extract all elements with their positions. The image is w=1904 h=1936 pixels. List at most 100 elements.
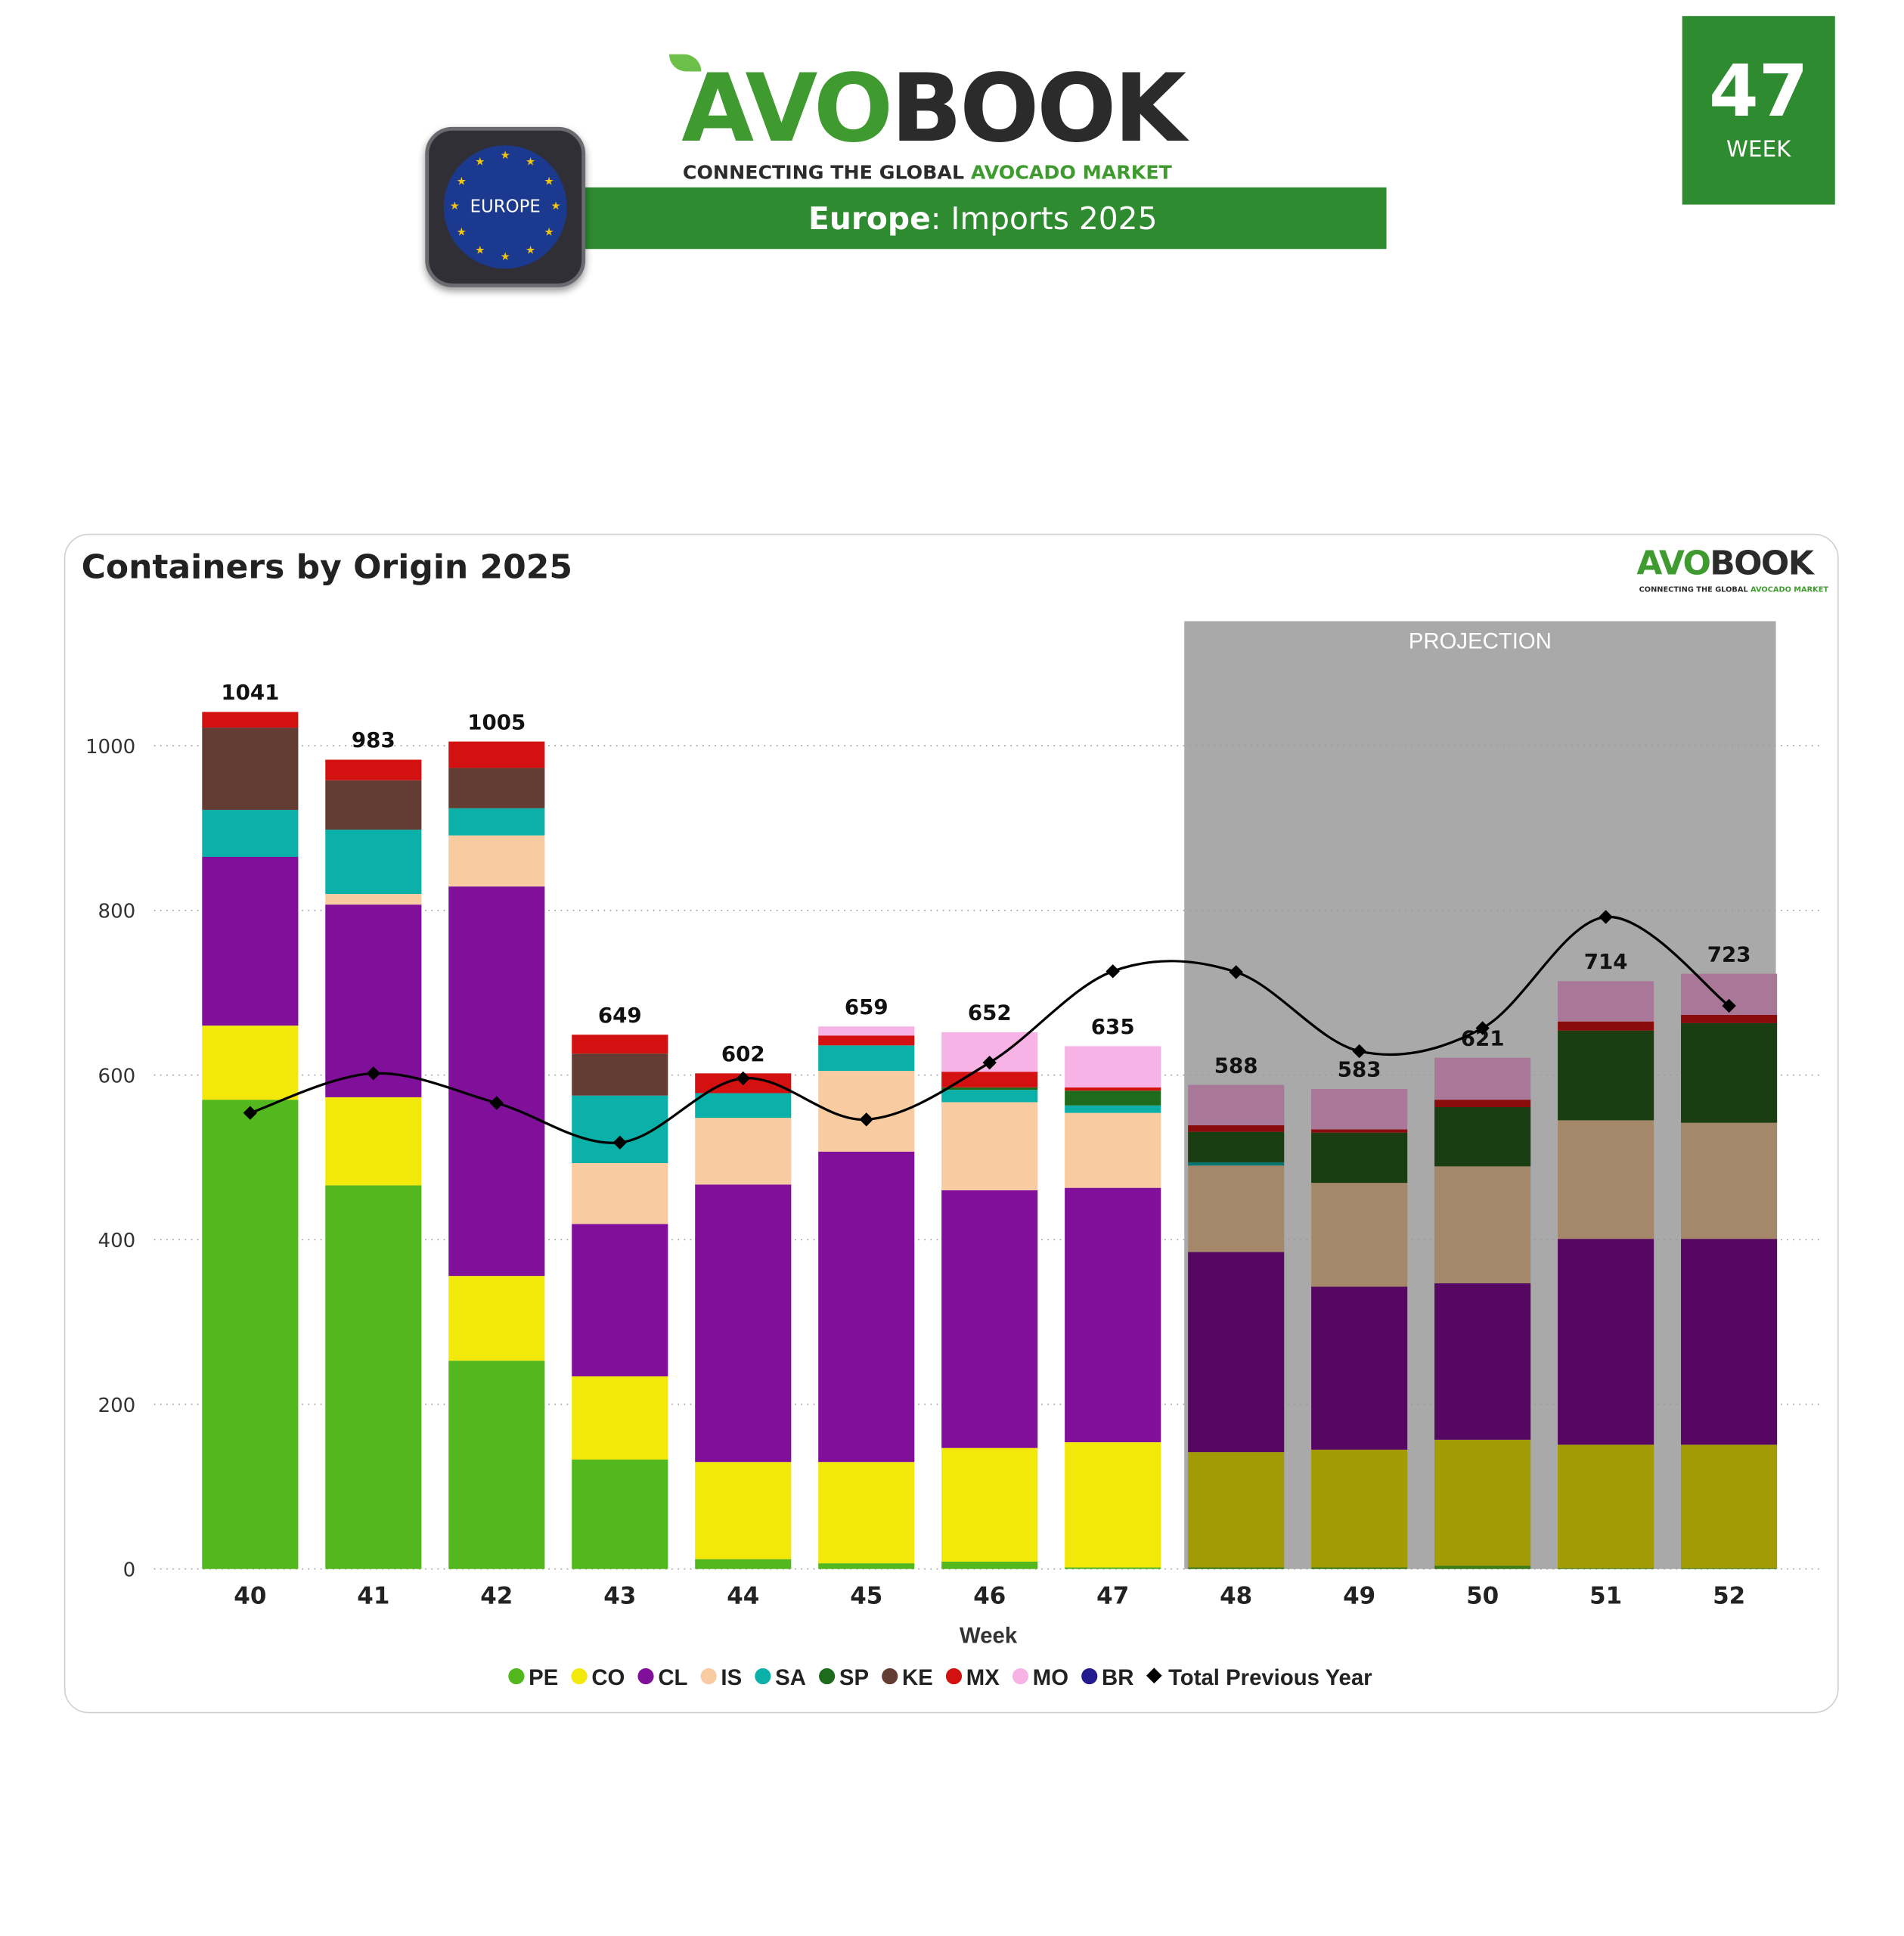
bar-segment-sa-42 xyxy=(448,808,545,836)
star-icon: ★ xyxy=(456,175,467,188)
bar-segment-mo-48 xyxy=(1188,1084,1285,1125)
previous-year-point xyxy=(1105,964,1120,979)
star-icon: ★ xyxy=(475,244,485,257)
bar-segment-sp-48 xyxy=(1188,1131,1285,1162)
total-label: 635 xyxy=(1091,1014,1135,1039)
star-icon: ★ xyxy=(550,200,561,213)
week-number: 47 xyxy=(1708,49,1809,134)
bar-segment-pe-50 xyxy=(1434,1565,1531,1569)
bar-segment-mx-52 xyxy=(1681,1015,1778,1023)
x-tick-label: 42 xyxy=(480,1582,513,1609)
bar-segment-cl-44 xyxy=(695,1184,792,1463)
total-label: 583 xyxy=(1338,1057,1381,1082)
y-tick-label: 200 xyxy=(98,1395,136,1417)
x-tick-label: 40 xyxy=(234,1582,266,1609)
bar-segment-sp-50 xyxy=(1434,1106,1531,1167)
bar-segment-cl-43 xyxy=(572,1224,668,1376)
x-tick-label: 52 xyxy=(1713,1582,1745,1609)
total-label: 652 xyxy=(968,1001,1012,1025)
bar-segment-cl-50 xyxy=(1434,1283,1531,1440)
x-tick-label: 48 xyxy=(1220,1582,1252,1609)
total-label: 649 xyxy=(598,1003,642,1028)
bar-segment-mx-47 xyxy=(1065,1087,1161,1091)
bar-segment-co-51 xyxy=(1558,1444,1654,1568)
bar-segment-sp-52 xyxy=(1681,1022,1778,1123)
legend-label: BR xyxy=(1102,1665,1133,1690)
bar-segment-cl-40 xyxy=(202,857,299,1026)
bar-segment-co-45 xyxy=(818,1462,915,1564)
star-icon: ★ xyxy=(526,157,536,170)
bar-segment-mo-50 xyxy=(1434,1057,1531,1100)
bar-segment-is-50 xyxy=(1434,1166,1531,1283)
x-tick-label: 45 xyxy=(850,1582,882,1609)
bar-segment-co-40 xyxy=(202,1025,299,1100)
previous-year-point xyxy=(243,1106,258,1120)
x-tick-label: 43 xyxy=(603,1582,636,1609)
total-label: 983 xyxy=(352,728,395,752)
star-icon: ★ xyxy=(500,150,510,163)
bar-segment-cl-51 xyxy=(1558,1239,1654,1445)
bar-segment-pe-44 xyxy=(695,1559,792,1569)
bar-segment-co-47 xyxy=(1065,1442,1161,1568)
bar-segment-sa-47 xyxy=(1065,1105,1161,1113)
bar-segment-sa-48 xyxy=(1188,1162,1285,1166)
bar-segment-mx-50 xyxy=(1434,1100,1531,1107)
total-label: 723 xyxy=(1707,942,1751,966)
bar-segment-ke-42 xyxy=(448,768,545,808)
bar-segment-sp-47 xyxy=(1065,1091,1161,1106)
legend-marker-sp xyxy=(819,1668,836,1685)
total-label: 1041 xyxy=(221,680,279,705)
chart-title: Containers by Origin 2025 xyxy=(81,548,573,587)
star-icon: ★ xyxy=(544,175,554,188)
bar-segment-pe-47 xyxy=(1065,1567,1161,1569)
bar-segment-mo-45 xyxy=(818,1026,915,1036)
legend-marker-mo xyxy=(1012,1668,1029,1685)
star-icon: ★ xyxy=(475,157,485,170)
bar-segment-is-48 xyxy=(1188,1165,1285,1252)
bar-segment-pe-52 xyxy=(1681,1568,1778,1569)
page-title-banner: Europe: Imports 2025 xyxy=(579,187,1387,250)
bar-segment-is-46 xyxy=(941,1102,1038,1190)
legend-label: CL xyxy=(658,1665,687,1690)
y-tick-label: 600 xyxy=(98,1065,136,1087)
bar-segment-is-47 xyxy=(1065,1112,1161,1188)
avobook-logo: AVOBOOK xyxy=(681,53,1186,163)
bar-segment-is-41 xyxy=(325,893,422,905)
bar-segment-pe-42 xyxy=(448,1360,545,1569)
week-box: 47 WEEK xyxy=(1682,16,1835,205)
previous-year-point xyxy=(366,1066,381,1081)
bar-segment-co-52 xyxy=(1681,1444,1778,1568)
bar-segment-cl-52 xyxy=(1681,1239,1778,1445)
star-icon: ★ xyxy=(544,226,554,239)
legend-marker-sa xyxy=(755,1668,771,1685)
bar-segment-pe-40 xyxy=(202,1100,299,1569)
bar-segment-co-50 xyxy=(1434,1439,1531,1566)
previous-year-point xyxy=(612,1135,628,1150)
legend-marker-br xyxy=(1081,1668,1098,1685)
legend-marker-is xyxy=(700,1668,717,1685)
bar-segment-mx-49 xyxy=(1311,1129,1408,1133)
bar-segment-sa-44 xyxy=(695,1093,792,1118)
star-icon: ★ xyxy=(456,226,467,239)
bar-segment-ke-43 xyxy=(572,1053,668,1096)
legend-label: PE xyxy=(529,1665,558,1690)
bar-segment-mx-45 xyxy=(818,1035,915,1046)
previous-year-point xyxy=(982,1055,997,1070)
bar-segment-pe-41 xyxy=(325,1185,422,1569)
bar-segment-pe-43 xyxy=(572,1459,668,1569)
y-tick-label: 400 xyxy=(98,1230,136,1252)
legend-marker-mx xyxy=(945,1668,963,1685)
bar-segment-cl-47 xyxy=(1065,1187,1161,1443)
eu-flag-icon: EUROPE ★ ★ ★ ★ ★ ★ ★ ★ ★ ★ ★ ★ xyxy=(443,145,567,269)
bar-segment-is-51 xyxy=(1558,1120,1654,1239)
bar-segment-co-44 xyxy=(695,1462,792,1559)
mini-logo: AVOBOOK xyxy=(1636,544,1813,583)
bar-segment-cl-49 xyxy=(1311,1286,1408,1450)
bar-segment-mx-40 xyxy=(202,712,299,728)
y-tick-label: 1000 xyxy=(85,736,135,759)
bar-segment-mo-47 xyxy=(1065,1046,1161,1087)
bar-segment-cl-41 xyxy=(325,904,422,1097)
legend-marker-ke xyxy=(882,1668,898,1685)
